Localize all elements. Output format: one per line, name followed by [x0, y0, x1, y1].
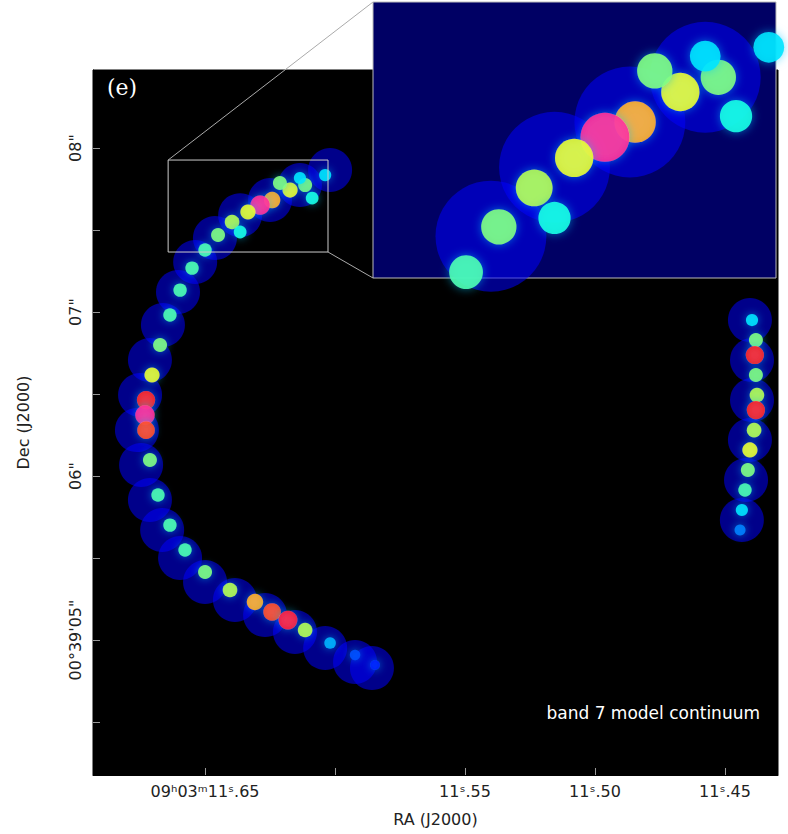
- svg-text:00°39'05": 00°39'05": [66, 600, 85, 681]
- svg-text:08": 08": [66, 134, 85, 162]
- svg-text:06": 06": [66, 462, 85, 490]
- svg-text:11ˢ.55: 11ˢ.55: [439, 782, 491, 801]
- svg-text:(e): (e): [107, 75, 137, 100]
- svg-text:band 7 model continuum: band 7 model continuum: [546, 703, 760, 723]
- svg-text:11ˢ.45: 11ˢ.45: [699, 782, 751, 801]
- svg-text:07": 07": [66, 298, 85, 326]
- svg-text:RA (J2000): RA (J2000): [393, 810, 477, 829]
- svg-text:11ˢ.50: 11ˢ.50: [569, 782, 621, 801]
- svg-text:Dec (J2000): Dec (J2000): [14, 376, 33, 470]
- svg-text:09ʰ03ᵐ11ˢ.65: 09ʰ03ᵐ11ˢ.65: [151, 782, 260, 801]
